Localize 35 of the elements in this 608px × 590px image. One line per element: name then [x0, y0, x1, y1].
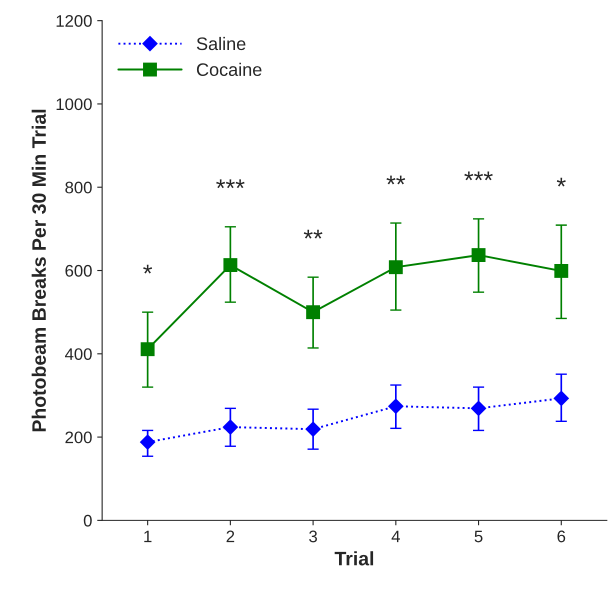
point [472, 248, 486, 262]
annotation: ** [386, 176, 406, 184]
y-axis-title: Photobeam Breaks Per 30 Min Trial [32, 110, 46, 432]
legend-label: Saline [196, 36, 246, 50]
y-tick-label: 600 [65, 264, 92, 277]
y-tick-label: 800 [65, 182, 92, 194]
x-tick-label: 2 [226, 530, 234, 542]
x-tick-label: 6 [557, 530, 566, 542]
y-tick-label: 1200 [56, 15, 92, 27]
point [388, 260, 403, 274]
point [470, 400, 486, 416]
point [140, 434, 156, 450]
y-tick-label: 1000 [56, 98, 92, 110]
annotation: *** [464, 171, 493, 180]
point [140, 342, 155, 356]
y-tick-label: 200 [65, 431, 92, 444]
annotation: * [143, 264, 152, 274]
point [388, 398, 404, 414]
point [222, 420, 238, 435]
point [306, 305, 320, 320]
point [554, 390, 569, 406]
x-tick-label: 1 [144, 530, 152, 542]
x-tick-label: 3 [309, 530, 317, 542]
annotation: ** [304, 230, 322, 239]
y-tick-label: 400 [65, 348, 92, 360]
x-tick-label: 5 [474, 530, 482, 542]
point [223, 258, 238, 272]
x-axis-title: Trial [334, 551, 374, 566]
x-tick-label: 4 [392, 530, 400, 542]
y-tick-label: 0 [84, 514, 92, 527]
point [554, 264, 568, 278]
point [306, 422, 321, 437]
legend-label: Cocaine [196, 62, 262, 76]
annotation: * [556, 178, 566, 187]
annotation: *** [216, 179, 245, 188]
